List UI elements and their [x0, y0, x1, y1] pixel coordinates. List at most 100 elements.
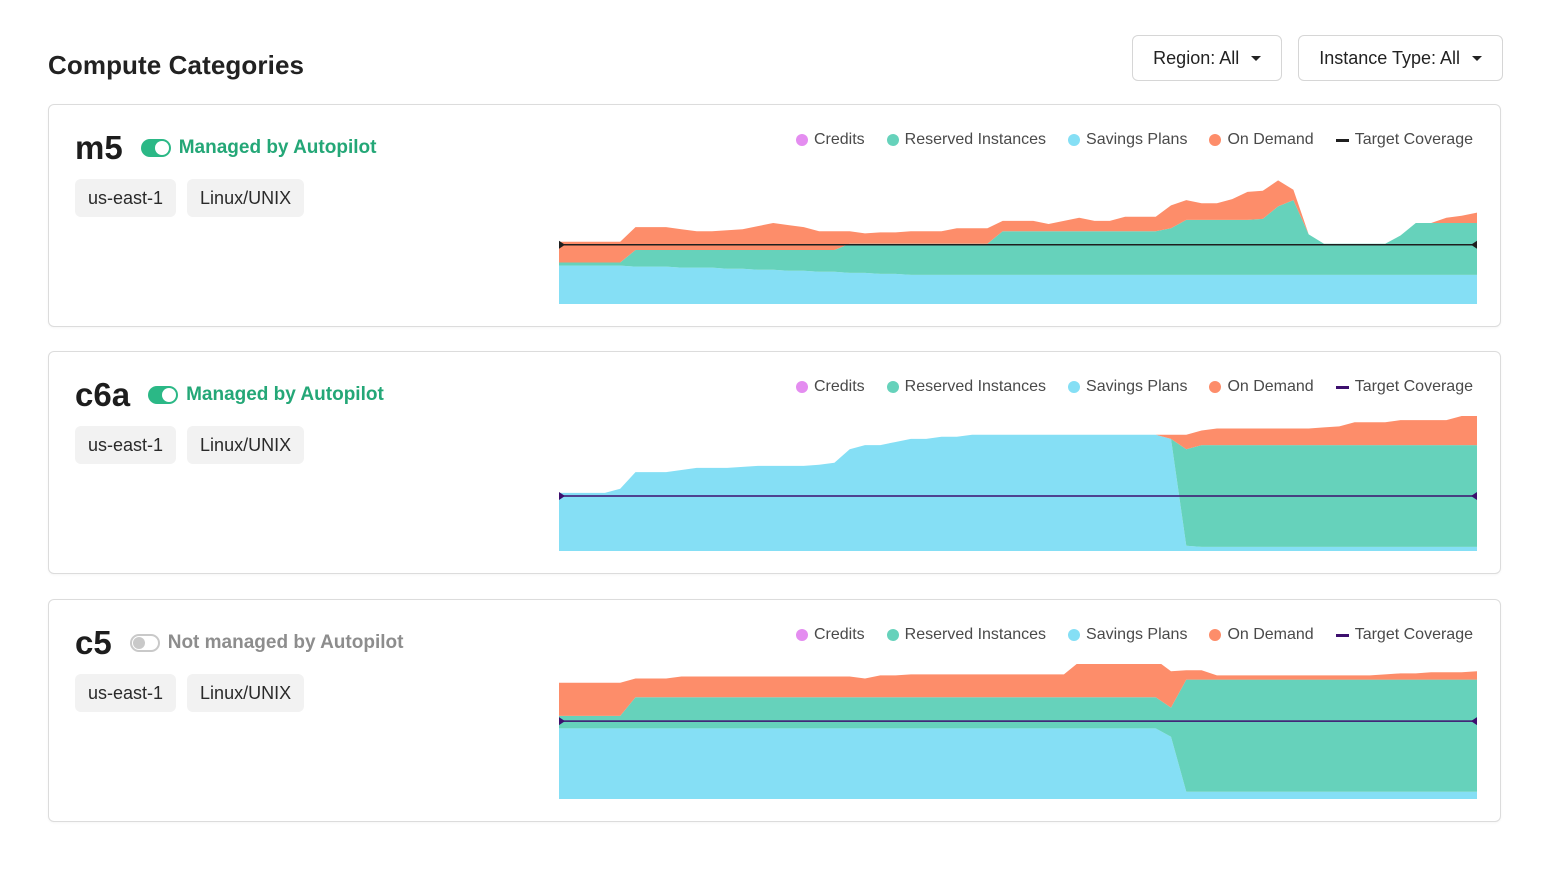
toggle-knob [132, 637, 145, 649]
legend-label: Savings Plans [1086, 626, 1188, 643]
os-tag: Linux/UNIX [187, 179, 305, 217]
instance-type-filter-dropdown[interactable]: Instance Type: All [1298, 35, 1503, 81]
tag-list: us-east-1 Linux/UNIX [75, 179, 305, 217]
autopilot-toggle[interactable] [129, 634, 160, 652]
target-line-icon [1335, 138, 1349, 142]
coverage-area-chart [559, 416, 1477, 551]
legend-label: Reserved Instances [904, 378, 1047, 395]
toggle-knob [162, 388, 177, 402]
autopilot-status: Managed by Autopilot [140, 137, 377, 159]
tag-list: us-east-1 Linux/UNIX [75, 674, 305, 712]
chart-legend: Credits Reserved Instances Savings Plans… [795, 626, 1473, 644]
reserved-instances-area [559, 200, 1477, 275]
legend-label: Savings Plans [1086, 378, 1188, 395]
region-tag: us-east-1 [75, 674, 177, 712]
legend-label: Credits [813, 626, 865, 643]
ondemand-dot-icon [1209, 134, 1222, 146]
legend-target: Target Coverage [1335, 378, 1473, 396]
category-name: c5 [75, 624, 112, 661]
credits-dot-icon [795, 381, 808, 393]
legend-ondemand: On Demand [1209, 131, 1314, 149]
legend-label: On Demand [1227, 131, 1314, 148]
on-demand-area [559, 180, 1477, 263]
legend-label: On Demand [1227, 626, 1314, 643]
legend-label: Credits [813, 131, 865, 148]
target-line-icon [1335, 385, 1349, 389]
legend-label: Credits [813, 378, 865, 395]
savings-plans-area [559, 434, 1477, 551]
autopilot-status-label: Not managed by Autopilot [167, 632, 404, 653]
target-line-marker [559, 717, 565, 726]
savings-dot-icon [1068, 381, 1081, 393]
autopilot-status-label: Managed by Autopilot [178, 137, 377, 158]
legend-reserved: Reserved Instances [886, 131, 1047, 149]
legend-label: Target Coverage [1354, 626, 1473, 643]
autopilot-status: Not managed by Autopilot [129, 632, 404, 654]
ondemand-dot-icon [1209, 381, 1222, 393]
reserved-instances-area [559, 679, 1477, 792]
target-line-marker [559, 491, 565, 500]
legend-credits: Credits [795, 626, 865, 644]
legend-reserved: Reserved Instances [886, 378, 1047, 396]
filter-bar: Region: All Instance Type: All [1132, 35, 1503, 81]
target-line-marker [1471, 240, 1477, 249]
autopilot-toggle[interactable] [140, 139, 171, 157]
compute-category-card: c6a Managed by Autopilot us-east-1 Linux… [48, 351, 1501, 574]
legend-label: Target Coverage [1354, 131, 1473, 148]
reserved-dot-icon [886, 134, 899, 146]
os-tag: Linux/UNIX [187, 426, 305, 464]
savings-dot-icon [1068, 629, 1081, 641]
caret-down-icon [1472, 55, 1482, 61]
autopilot-status-label: Managed by Autopilot [186, 384, 384, 405]
legend-credits: Credits [795, 131, 865, 149]
legend-label: Savings Plans [1086, 131, 1188, 148]
toggle-knob [154, 141, 169, 155]
legend-label: Reserved Instances [904, 131, 1047, 148]
on-demand-area [559, 416, 1477, 493]
reserved-instances-area [559, 434, 1477, 547]
legend-target: Target Coverage [1335, 131, 1473, 149]
legend-savings: Savings Plans [1068, 626, 1187, 644]
legend-savings: Savings Plans [1068, 131, 1187, 149]
legend-target: Target Coverage [1335, 626, 1473, 644]
os-tag: Linux/UNIX [187, 674, 305, 712]
target-line-marker [1471, 717, 1477, 726]
legend-label: Reserved Instances [904, 626, 1047, 643]
target-line-marker [559, 240, 565, 249]
legend-ondemand: On Demand [1209, 626, 1314, 644]
legend-label: Target Coverage [1354, 378, 1473, 395]
legend-reserved: Reserved Instances [886, 626, 1047, 644]
chart-legend: Credits Reserved Instances Savings Plans… [795, 378, 1473, 396]
legend-ondemand: On Demand [1209, 378, 1314, 396]
reserved-dot-icon [886, 629, 899, 641]
compute-category-card: m5 Managed by Autopilot us-east-1 Linux/… [48, 104, 1501, 327]
tag-list: us-east-1 Linux/UNIX [75, 426, 305, 464]
credits-dot-icon [795, 629, 808, 641]
instance-type-filter-label: Instance Type: All [1319, 47, 1460, 68]
ondemand-dot-icon [1209, 629, 1222, 641]
on-demand-area [559, 664, 1477, 716]
region-filter-dropdown[interactable]: Region: All [1132, 35, 1283, 81]
legend-credits: Credits [795, 378, 865, 396]
compute-category-card: c5 Not managed by Autopilot us-east-1 Li… [48, 599, 1501, 822]
reserved-dot-icon [886, 381, 899, 393]
chart-legend: Credits Reserved Instances Savings Plans… [795, 131, 1473, 149]
savings-plans-area [559, 265, 1477, 304]
coverage-area-chart [559, 664, 1477, 799]
target-line-icon [1335, 633, 1349, 637]
category-name: c6a [75, 376, 131, 413]
coverage-area-chart [559, 180, 1477, 304]
savings-plans-area [559, 728, 1477, 799]
autopilot-toggle[interactable] [148, 386, 179, 404]
savings-dot-icon [1068, 134, 1081, 146]
category-name: m5 [75, 129, 123, 166]
page-title: Compute Categories [48, 50, 305, 80]
target-line-marker [1471, 491, 1477, 500]
credits-dot-icon [795, 134, 808, 146]
caret-down-icon [1251, 55, 1262, 61]
autopilot-status: Managed by Autopilot [148, 384, 384, 406]
region-tag: us-east-1 [75, 426, 177, 464]
region-tag: us-east-1 [75, 179, 177, 217]
legend-savings: Savings Plans [1068, 378, 1187, 396]
region-filter-label: Region: All [1153, 47, 1240, 68]
